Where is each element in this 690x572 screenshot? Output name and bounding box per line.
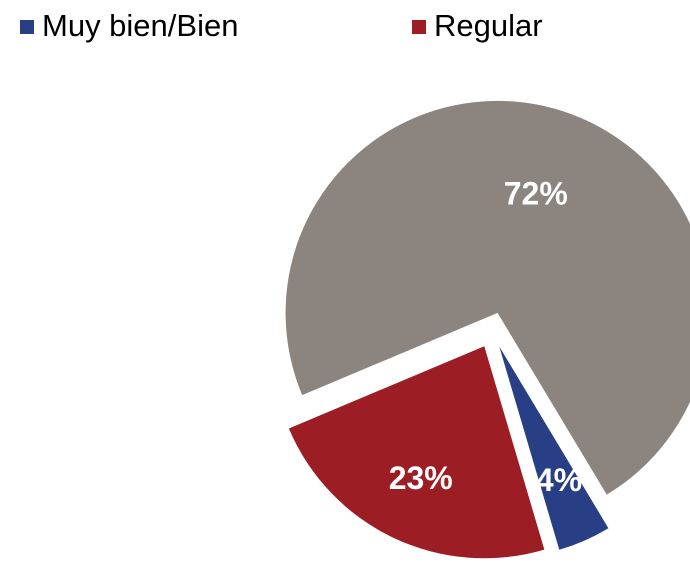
pie-slice: [499, 346, 609, 550]
pie-slice: [288, 346, 545, 559]
data-label: 4%: [536, 462, 582, 498]
legend-swatch: [412, 20, 426, 34]
data-label: 72%: [504, 175, 568, 211]
data-label: 23%: [389, 460, 453, 496]
legend-label: Muy bien/Bien: [42, 8, 238, 43]
pie-slice: [285, 100, 690, 495]
legend-swatch: [20, 20, 34, 34]
legend-label: Regular: [434, 8, 543, 43]
